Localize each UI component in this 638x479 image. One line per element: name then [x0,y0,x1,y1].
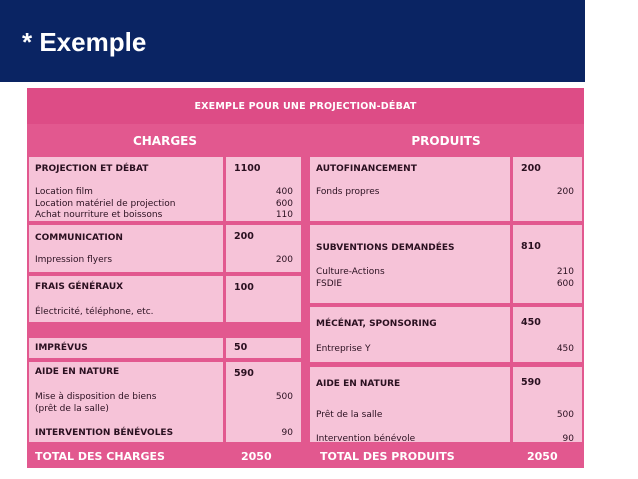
produits-mecenat-cell: MÉCÉNAT, SPONSORING Entreprise Y [310,307,510,362]
charges-frais-amount-cell: 100 [226,276,301,322]
line-items: Fonds propres [316,187,380,199]
produits-aide-cell: AIDE EN NATURE Prêt de la salle Interven… [310,367,510,444]
charges-imprevus-amount-cell: 50 [226,338,301,358]
line-value: 90 [562,434,574,444]
charges-frais-cell: FRAIS GÉNÉRAUX Électricité, téléphone, e… [29,276,223,322]
line-item: Impression flyers [35,255,113,265]
line-value: 110 [275,210,293,220]
line-item: Intervention bénévole [316,434,416,444]
line-values: 210 600 [557,267,574,290]
line-item: Électricité, téléphone, etc. [35,307,154,317]
total-produits-label: TOTAL DES PRODUITS [320,449,455,463]
section-title: SUBVENTIONS DEMANDÉES [316,243,455,253]
section-title: IMPRÉVUS [35,343,88,353]
produits-subventions-amount-cell: 810 210 600 [513,225,582,303]
line-item: Location film [35,187,93,197]
line-items: Entreprise Y [316,344,370,356]
total-charges-value: 2050 [241,449,272,463]
line-item: Achat nourriture et boissons [35,210,163,220]
line-items: Prêt de la salle Intervention bénévole [316,403,415,451]
produits-subventions-cell: SUBVENTIONS DEMANDÉES Culture-Actions FS… [310,225,510,303]
section-amount: 590 [234,368,254,379]
section-title: AIDE EN NATURE [316,379,401,389]
line-item: Entreprise Y [316,344,371,354]
line-items: Électricité, téléphone, etc. [35,307,154,319]
line-value: 500 [556,410,574,420]
line-value: 600 [275,198,293,209]
line-values: 500 90 [557,403,574,451]
section-title: AIDE EN NATURE [35,367,120,377]
line-items: Mise à disposition de biens (prêt de la … [35,392,156,415]
total-charges-label: TOTAL DES CHARGES [35,449,165,463]
line-values: 450 [557,344,574,356]
line-value: 210 [556,267,574,277]
budget-table: EXEMPLE POUR UNE PROJECTION-DÉBAT CHARGE… [27,88,584,468]
line-values: 400 600 110 [276,187,293,222]
line-item: FSDIE [316,278,343,289]
section-amount: 450 [521,317,541,328]
section-amount: 810 [521,241,541,252]
charges-imprevus-cell: IMPRÉVUS [29,338,223,358]
section-title: AUTOFINANCEMENT [316,164,417,174]
title-bar: * Exemple [0,0,585,82]
section-amount: 100 [234,282,254,293]
page-title: * Exemple [22,27,147,57]
line-value: 200 [275,255,293,265]
line-item: (prêt de la salle) [35,403,109,414]
total-produits-value: 2050 [527,449,558,463]
line-value: 400 [275,187,293,197]
line-values: 200 [276,255,293,267]
charges-communication-cell: COMMUNICATION Impression flyers [29,225,223,272]
line-value: 600 [556,278,574,289]
section-title: COMMUNICATION [35,233,123,243]
charges-aide-cell: AIDE EN NATURE Mise à disposition de bie… [29,362,223,442]
line-item: Location matériel de projection [35,198,176,209]
line-items: Location film Location matériel de proje… [35,187,175,222]
charges-projection-amount-cell: 1100 400 600 110 [226,157,301,221]
line-values: 500 [276,392,293,404]
section-title: MÉCÉNAT, SPONSORING [316,319,437,329]
table-banner: EXEMPLE POUR UNE PROJECTION-DÉBAT [27,88,584,124]
line-value: 90 [281,428,293,438]
line-items: Culture-Actions FSDIE [316,267,385,290]
line-item: Mise à disposition de biens [35,392,157,402]
section-amount: 590 [521,377,541,388]
line-item: Prêt de la salle [316,410,383,420]
charges-projection-cell: PROJECTION ET DÉBAT Location film Locati… [29,157,223,221]
line-item: Culture-Actions [316,267,385,277]
line-value: 450 [556,344,574,354]
charges-header: CHARGES [132,134,198,148]
line-item-volunteers: INTERVENTION BÉNÉVOLES [35,428,174,438]
charges-communication-amount-cell: 200 200 [226,225,301,272]
charges-aide-amount-cell: 590 500 90 [226,362,301,442]
produits-autofinancement-amount-cell: 200 200 [513,157,582,221]
line-value: 200 [556,187,574,197]
produits-autofinancement-cell: AUTOFINANCEMENT Fonds propres [310,157,510,221]
section-amount: 200 [521,163,541,174]
line-value: 500 [275,392,293,402]
section-title: FRAIS GÉNÉRAUX [35,282,124,292]
line-values: 200 [557,187,574,199]
section-amount: 200 [234,231,254,242]
section-amount: 50 [234,342,248,353]
produits-mecenat-amount-cell: 450 450 [513,307,582,362]
line-items: Impression flyers [35,255,112,267]
section-amount: 1100 [234,163,261,174]
produits-aide-amount-cell: 590 500 90 [513,367,582,444]
section-title: PROJECTION ET DÉBAT [35,164,149,174]
line-item: Fonds propres [316,187,380,197]
produits-header: PRODUITS [411,134,481,148]
